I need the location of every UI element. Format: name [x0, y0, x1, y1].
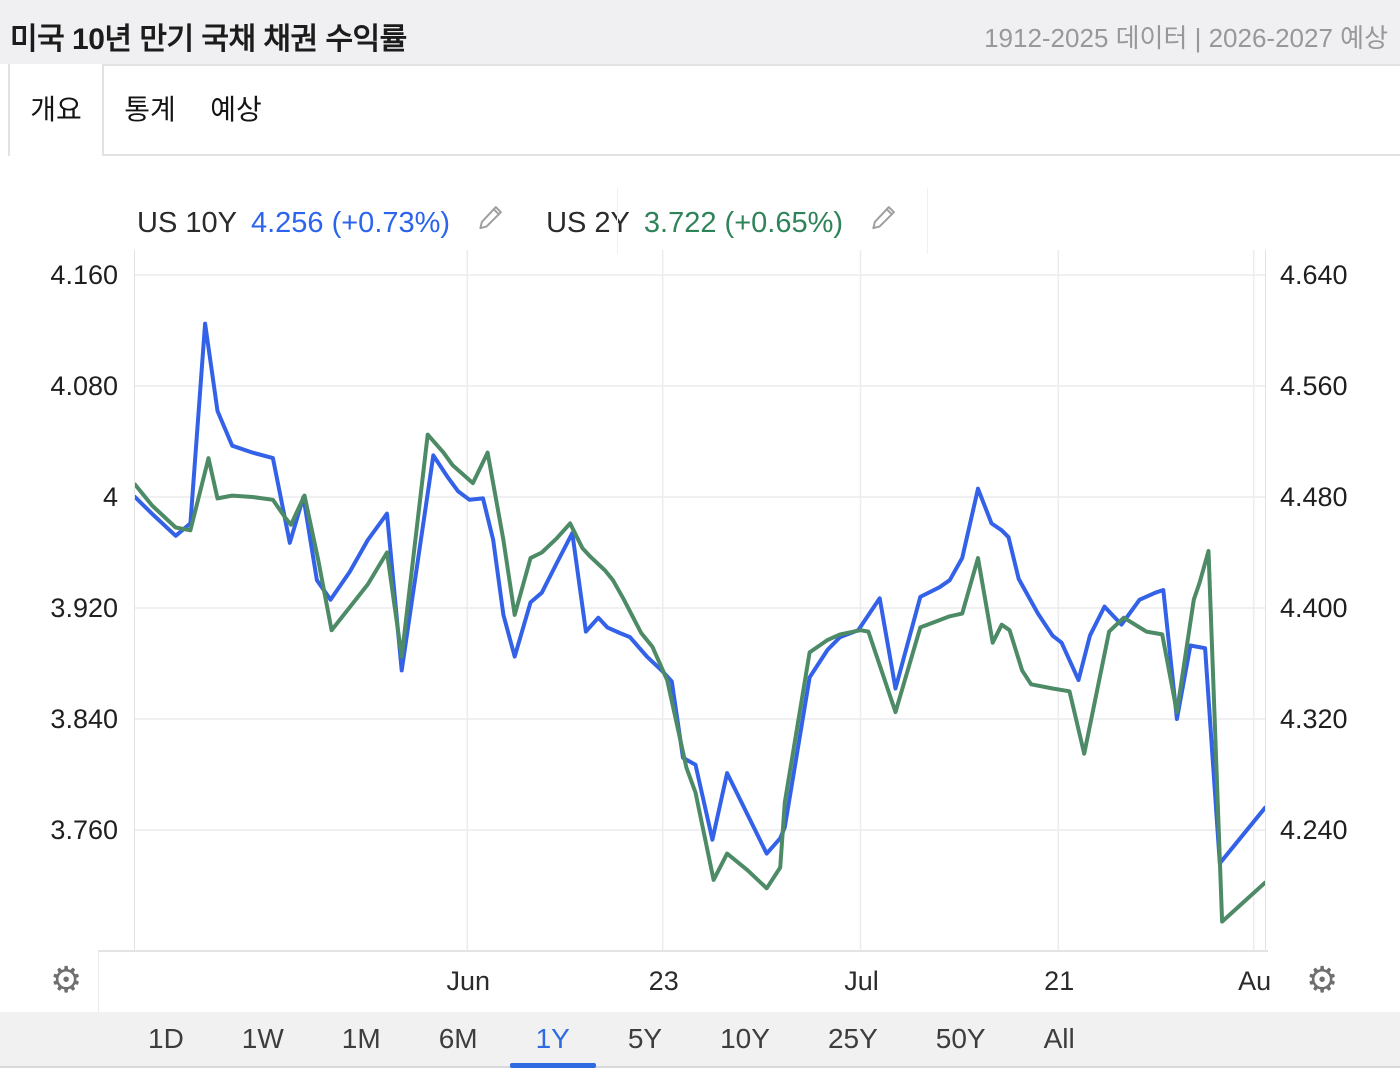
- range-button-1w[interactable]: 1W: [241, 1023, 284, 1054]
- series-label-us2y: US 2Y: [546, 206, 630, 239]
- y-tick-left: 4: [102, 482, 118, 512]
- y-tick-right: 4.320: [1280, 704, 1348, 734]
- pencil-icon[interactable]: [869, 202, 899, 232]
- series-value-us2y: 3.722 (+0.65%): [643, 206, 844, 239]
- legend-item-us10y[interactable]: US 10Y 4.256 (+0.73%): [137, 206, 546, 240]
- legend-divider: [617, 188, 618, 254]
- legend-divider: [927, 188, 928, 254]
- y-tick-right: 4.240: [1280, 815, 1348, 845]
- line-chart: [133, 250, 1267, 950]
- page-title: 미국 10년 만기 국채 채권 수익률: [10, 23, 407, 56]
- series-label-us10y: US 10Y: [137, 206, 237, 239]
- x-tick: 23: [648, 966, 679, 996]
- y-tick-right: 4.560: [1280, 371, 1348, 401]
- data-range-note: 1912-2025 데이터 | 2026-2027 예상: [984, 23, 1388, 53]
- range-button-5y[interactable]: 5Y: [627, 1023, 663, 1054]
- gear-icon[interactable]: ⚙: [1306, 959, 1339, 1000]
- range-button-all[interactable]: All: [1043, 1023, 1075, 1054]
- pencil-icon[interactable]: [476, 202, 506, 232]
- tab-statistics[interactable]: 통계: [124, 94, 176, 125]
- series-line-us-2y: [133, 432, 1267, 924]
- y-tick-left: 4.080: [50, 371, 118, 401]
- range-button-10y[interactable]: 10Y: [720, 1023, 770, 1054]
- y-tick-right: 4.480: [1280, 482, 1348, 512]
- y-tick-left: 3.920: [50, 593, 118, 623]
- range-button-1d[interactable]: 1D: [148, 1023, 184, 1054]
- x-tick: Jun: [446, 966, 490, 996]
- tab-forecast[interactable]: 예상: [210, 94, 262, 125]
- legend-item-us2y[interactable]: US 2Y 3.722 (+0.65%): [546, 206, 939, 240]
- gear-icon[interactable]: ⚙: [50, 959, 83, 1000]
- tabbar-top-border: [100, 64, 1400, 66]
- y-tick-right: 4.400: [1280, 593, 1348, 623]
- tab-overview[interactable]: 개요: [8, 64, 104, 156]
- y-tick-right: 4.640: [1280, 260, 1348, 290]
- y-tick-left: 3.840: [50, 704, 118, 734]
- plot-right-border: [1265, 250, 1266, 1012]
- tabbar-bottom-border: [100, 154, 1400, 156]
- series-line-us-10y: [133, 321, 1267, 866]
- range-button-6m[interactable]: 6M: [438, 1023, 478, 1054]
- x-axis[interactable]: Jun 23 Jul 21 Au: [98, 950, 1272, 1014]
- plot-area[interactable]: [133, 250, 1267, 950]
- range-toolbar: 1D 1W 1M 6M 1Y 5Y 10Y 25Y 50Y All: [0, 1012, 1400, 1068]
- y-tick-left: 3.760: [50, 815, 118, 845]
- x-tick: Jul: [844, 966, 879, 996]
- plot-left-border: [134, 250, 135, 950]
- chart-legend: US 10Y 4.256 (+0.73%) US 2Y 3.722 (+0.65…: [137, 188, 939, 254]
- x-tick: 21: [1044, 966, 1075, 996]
- range-button-50y[interactable]: 50Y: [935, 1023, 986, 1054]
- series-value-us10y: 4.256 (+0.73%): [250, 206, 451, 239]
- header: 미국 10년 만기 국채 채권 수익률 1912-2025 데이터 | 2026…: [0, 0, 1400, 64]
- range-button-1m[interactable]: 1M: [341, 1023, 381, 1054]
- range-button-1y[interactable]: 1Y: [509, 1012, 597, 1068]
- range-button-25y[interactable]: 25Y: [827, 1023, 878, 1054]
- y-tick-left: 4.160: [50, 260, 118, 290]
- tab-bar: 개요 통계 예상: [0, 64, 1400, 156]
- x-tick: Au: [1238, 966, 1272, 996]
